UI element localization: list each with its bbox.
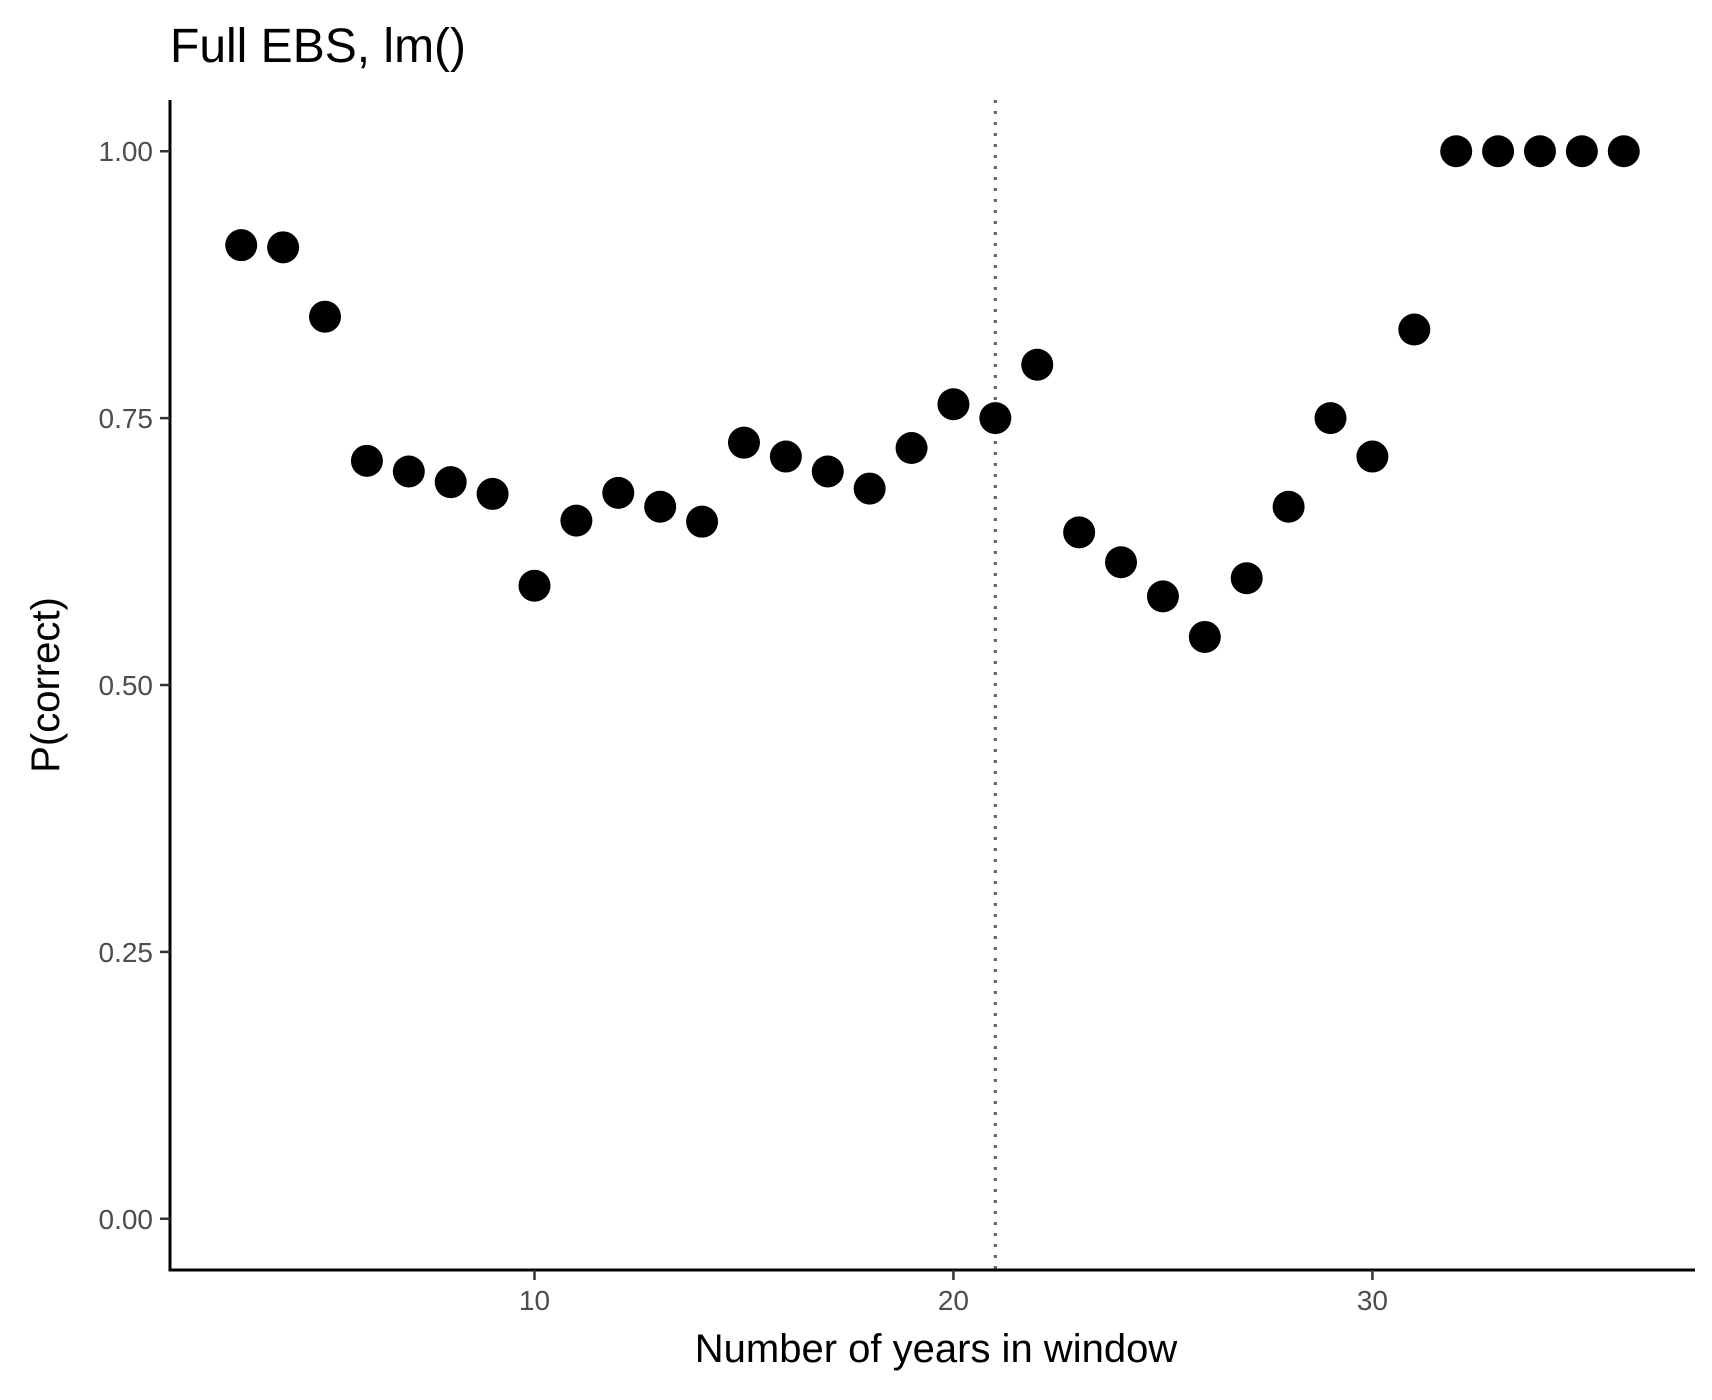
y-tick-label: 0.75 xyxy=(99,403,154,434)
x-tick-label: 10 xyxy=(519,1285,550,1316)
data-point xyxy=(1398,313,1431,346)
data-point xyxy=(1607,135,1640,168)
data-point xyxy=(1230,562,1263,595)
x-axis-title: Number of years in window xyxy=(695,1327,1178,1371)
data-point xyxy=(1356,440,1389,473)
data-point xyxy=(560,504,593,537)
data-point xyxy=(392,455,425,488)
x-tick-label: 20 xyxy=(938,1285,969,1316)
data-point xyxy=(1314,402,1347,435)
y-tick-label: 1.00 xyxy=(99,136,154,167)
data-point xyxy=(895,432,928,465)
data-point xyxy=(937,388,970,421)
data-points-layer xyxy=(225,135,1640,653)
data-point xyxy=(644,490,677,523)
data-point xyxy=(518,569,551,602)
data-point xyxy=(979,402,1012,435)
data-point xyxy=(853,472,886,505)
data-point xyxy=(1523,135,1556,168)
data-point xyxy=(1188,620,1221,653)
data-point xyxy=(769,440,802,473)
data-point xyxy=(1063,516,1096,549)
data-point xyxy=(1482,135,1515,168)
data-point xyxy=(476,477,509,510)
data-point xyxy=(267,231,300,264)
data-point xyxy=(727,426,760,459)
data-point xyxy=(1021,348,1054,381)
y-axis-title: P(correct) xyxy=(24,597,68,773)
data-point xyxy=(225,229,258,262)
y-tick-label: 0.50 xyxy=(99,670,154,701)
chart-title: Full EBS, lm() xyxy=(170,20,466,73)
data-point xyxy=(686,505,719,538)
data-point xyxy=(1440,135,1473,168)
y-tick-label: 0.25 xyxy=(99,937,154,968)
data-point xyxy=(811,455,844,488)
data-point xyxy=(602,476,635,509)
axes-layer: 0.00 0.25 0.50 0.75 1.00 10 20 30 xyxy=(99,100,1695,1316)
x-tick-label: 30 xyxy=(1357,1285,1388,1316)
y-tick-label: 0.00 xyxy=(99,1204,154,1235)
data-point xyxy=(1105,546,1138,579)
data-point xyxy=(434,466,467,499)
data-point xyxy=(1565,135,1598,168)
data-point xyxy=(1272,490,1305,523)
data-point xyxy=(350,444,383,477)
data-point xyxy=(1146,580,1179,613)
data-point xyxy=(309,300,342,333)
